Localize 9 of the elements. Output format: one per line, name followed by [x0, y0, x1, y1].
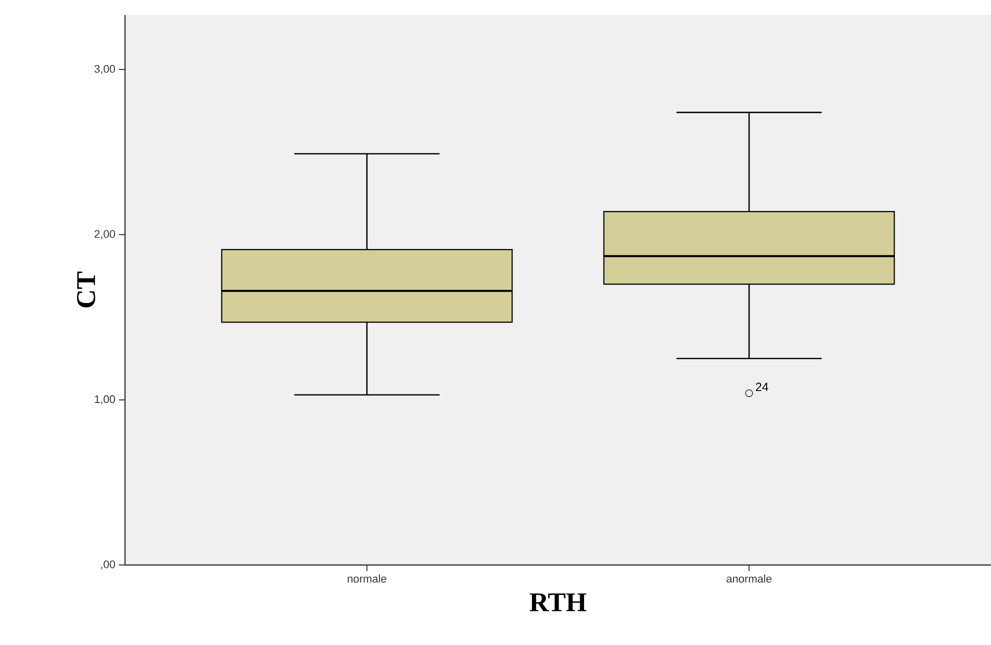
y-tick-label: 1,00: [94, 395, 116, 404]
y-axis-title: CT: [77, 272, 96, 308]
x-tick-label: anormale: [726, 574, 772, 583]
y-tick-label: 2,00: [94, 230, 116, 240]
x-axis-title: RTH: [530, 593, 586, 612]
y-tick-label: 3,00: [94, 64, 116, 74]
annotation: 24: [756, 382, 768, 392]
x-tick-label: normale: [348, 574, 386, 583]
y-tick-label: ,00: [101, 560, 116, 570]
